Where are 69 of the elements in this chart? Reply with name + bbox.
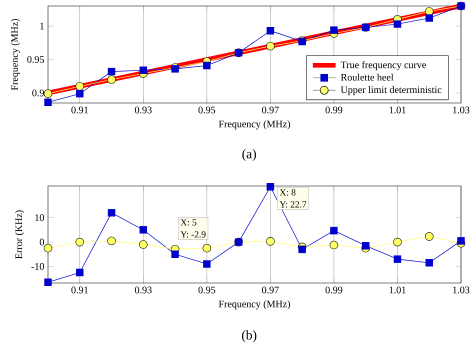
annotation: Y: -2.9 bbox=[180, 231, 206, 238]
x-tick-label: 0.93 bbox=[134, 106, 152, 114]
point bbox=[266, 42, 275, 50]
point bbox=[107, 236, 116, 246]
point bbox=[140, 226, 148, 234]
point bbox=[171, 250, 179, 258]
point bbox=[266, 182, 274, 190]
x-tick-label: 0.97 bbox=[262, 286, 279, 294]
point bbox=[266, 237, 275, 246]
point bbox=[266, 27, 274, 34]
y-tick-label: 0.95 bbox=[27, 56, 44, 63]
point bbox=[203, 260, 211, 268]
annotation: Y: 22.7 bbox=[280, 201, 306, 208]
x-tick-label: 0.93 bbox=[134, 286, 152, 294]
point bbox=[76, 238, 84, 246]
text: (b) bbox=[242, 330, 256, 342]
x-tick-label: 0.95 bbox=[198, 106, 216, 114]
point bbox=[330, 226, 338, 234]
point bbox=[139, 240, 148, 249]
y-axis-title: Frequency (MHz) bbox=[10, 18, 20, 90]
point bbox=[76, 268, 84, 276]
point bbox=[362, 242, 370, 250]
x-axis-title: Frequency (MHz) bbox=[218, 120, 290, 130]
point bbox=[424, 232, 434, 241]
text: (a) bbox=[242, 148, 256, 162]
x-tick-label: 0.97 bbox=[262, 106, 279, 114]
point bbox=[76, 82, 84, 91]
annotation: X: 8 bbox=[280, 189, 296, 196]
point bbox=[393, 238, 402, 246]
point bbox=[330, 240, 338, 250]
x-tick-label: 0.99 bbox=[326, 286, 342, 294]
point bbox=[44, 89, 52, 98]
x-tick-label: 0.91 bbox=[71, 286, 88, 294]
point bbox=[394, 255, 402, 263]
point bbox=[425, 14, 433, 22]
y-tick-label: 0.9 bbox=[32, 90, 44, 96]
y-tick-label: 1 bbox=[40, 22, 44, 30]
x-tick-label: 1.03 bbox=[453, 286, 470, 294]
point bbox=[298, 246, 306, 254]
y-tick-label: 0 bbox=[40, 238, 44, 246]
point bbox=[394, 20, 402, 28]
point bbox=[108, 68, 116, 76]
point bbox=[203, 62, 211, 70]
y-tick-label: -10 bbox=[31, 263, 44, 270]
x-axis-title: Frequency (MHz) bbox=[218, 300, 290, 310]
point bbox=[140, 66, 148, 74]
point bbox=[44, 278, 52, 286]
x-tick-label: 0.91 bbox=[71, 106, 88, 114]
point bbox=[425, 259, 433, 267]
point bbox=[202, 244, 212, 252]
x-tick-label: 0.99 bbox=[326, 106, 342, 114]
x-tick-label: 0.95 bbox=[198, 286, 216, 294]
point bbox=[457, 237, 465, 245]
legend-label: Upper limit deterministic bbox=[340, 86, 442, 96]
point bbox=[330, 26, 338, 34]
point bbox=[107, 75, 116, 84]
point bbox=[44, 244, 52, 252]
point bbox=[76, 90, 84, 98]
annotation: X: 5 bbox=[180, 219, 196, 226]
x-tick-label: 1.03 bbox=[453, 106, 470, 114]
x-tick-label: 1.01 bbox=[390, 106, 406, 114]
legend-label: True frequency curve bbox=[340, 61, 426, 70]
point bbox=[424, 7, 434, 16]
point bbox=[108, 209, 116, 217]
x-tick-label: 1.01 bbox=[390, 286, 406, 294]
legend-label: Roulette heel bbox=[340, 74, 394, 81]
y-axis-title: Error (KHz) bbox=[15, 210, 24, 259]
point bbox=[44, 98, 52, 106]
y-tick-label: 10 bbox=[35, 214, 44, 222]
